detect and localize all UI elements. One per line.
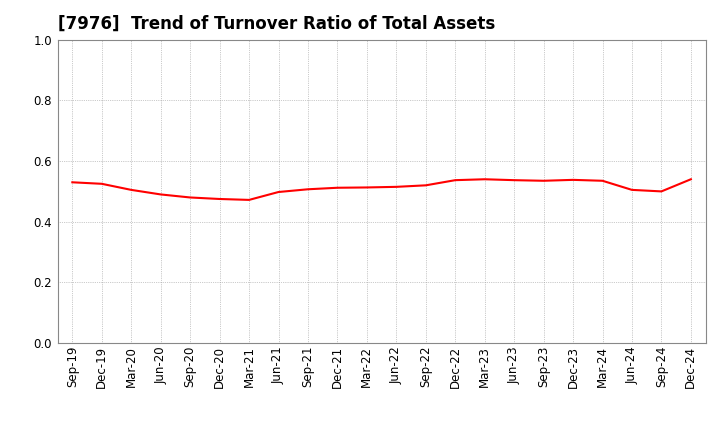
Text: [7976]  Trend of Turnover Ratio of Total Assets: [7976] Trend of Turnover Ratio of Total … (58, 15, 495, 33)
